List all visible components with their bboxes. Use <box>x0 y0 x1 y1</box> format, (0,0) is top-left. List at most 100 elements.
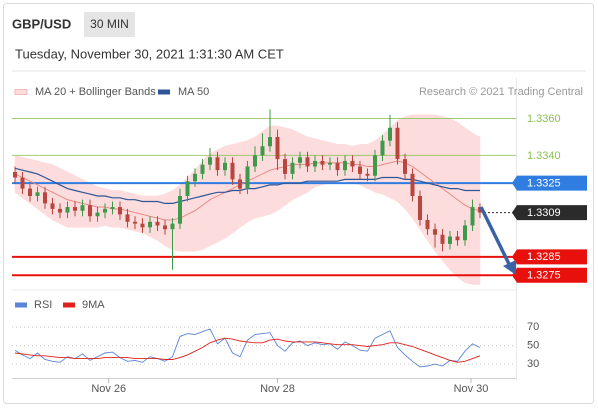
candle-body <box>403 159 407 174</box>
candle-body <box>118 207 122 215</box>
candle-body <box>343 160 347 171</box>
candle-body <box>65 207 70 213</box>
candle-body <box>373 155 377 176</box>
candle-body <box>440 234 445 244</box>
candle-body <box>433 229 437 235</box>
candle-body <box>410 173 415 196</box>
candle-body <box>178 195 182 224</box>
timestamp: Tuesday, November 30, 2021 1:31:30 AM CE… <box>15 46 284 61</box>
candle-body <box>208 157 212 165</box>
candle-body <box>260 146 265 156</box>
candle-body <box>358 166 362 174</box>
candle-body <box>470 207 475 226</box>
candle-body <box>268 136 272 147</box>
rsi-line <box>14 328 481 368</box>
bollinger-band <box>449 118 458 278</box>
candle-body <box>395 127 400 160</box>
candle-body <box>313 160 317 167</box>
candle-body <box>28 188 32 196</box>
legend-swatch <box>15 302 27 308</box>
rsi-tick-label: 50 <box>527 340 539 352</box>
candle-body <box>163 225 167 230</box>
level-label: 1.3340 <box>527 150 561 162</box>
frame <box>3 3 594 404</box>
candle-body <box>253 155 257 167</box>
candle-body <box>148 221 152 228</box>
rsi-tick-label: 30 <box>527 358 539 370</box>
candle-body <box>290 162 295 174</box>
candle-body <box>305 157 310 167</box>
x-tick-label: Nov 28 <box>260 383 295 395</box>
candle-body <box>50 203 55 209</box>
candle-body <box>20 177 25 189</box>
candle-body <box>320 160 325 165</box>
candle-body <box>125 214 130 222</box>
legend-label: MA 50 <box>178 86 209 98</box>
level-label: 1.3275 <box>527 270 561 282</box>
candle-body <box>103 208 107 213</box>
candle-body <box>155 221 160 226</box>
rsi-line <box>14 337 481 363</box>
candle-body <box>95 212 100 217</box>
candle-body <box>13 172 17 178</box>
candle-body <box>448 236 452 244</box>
level-label: 1.3325 <box>527 177 561 189</box>
candle-body <box>35 192 40 196</box>
candle-body <box>73 207 77 211</box>
arrow-head <box>503 260 516 275</box>
candle-body <box>350 160 355 167</box>
arrow-shaft <box>479 206 511 265</box>
candle-body <box>200 164 205 174</box>
legend-label: RSI <box>34 299 52 311</box>
candle-body <box>140 223 145 228</box>
legend-swatch <box>63 302 75 308</box>
legend-label: MA 20 + Bollinger Bands <box>35 86 156 98</box>
candle-body <box>463 225 467 241</box>
credit: Research © 2021 Trading Central <box>419 86 583 98</box>
candle-body <box>365 173 370 176</box>
candle-body <box>185 181 190 196</box>
candle-body <box>80 205 85 211</box>
candle-body <box>245 166 250 189</box>
candle-body <box>425 219 430 230</box>
level-label-box <box>512 205 587 221</box>
rsi-tick-label: 70 <box>527 321 539 333</box>
bollinger-band <box>472 132 481 285</box>
candle-body <box>418 195 422 220</box>
candle-body <box>298 157 302 163</box>
candle-body <box>455 236 460 241</box>
symbol: GBP/USD <box>12 16 71 31</box>
candle-body <box>478 207 482 213</box>
level-label: 1.3309 <box>527 207 561 219</box>
candle-body <box>215 157 220 171</box>
legend-swatch <box>14 89 28 95</box>
candle-body <box>110 207 115 209</box>
level-label: 1.3285 <box>527 251 561 263</box>
level-label-box <box>512 175 587 191</box>
forecast-arrow <box>479 206 516 275</box>
x-tick-label: Nov 30 <box>454 383 489 395</box>
main-layer <box>13 109 482 270</box>
candle-body <box>275 136 280 160</box>
candle-body <box>88 205 92 217</box>
x-tick-label: Nov 26 <box>91 383 126 395</box>
legend-swatch <box>158 89 170 95</box>
candle-body <box>335 162 340 171</box>
candle-body <box>43 192 47 204</box>
candle-body <box>58 208 62 213</box>
candle-body <box>133 221 137 224</box>
timeframe: 30 MIN <box>90 17 129 31</box>
candle-body <box>170 223 175 230</box>
candle-body <box>238 179 242 189</box>
level-label-box <box>512 249 587 265</box>
candle-body <box>193 173 197 182</box>
timeframe-box <box>84 12 135 37</box>
candle-body <box>328 162 332 165</box>
level-label-box <box>512 267 587 283</box>
candle-body <box>388 127 392 141</box>
candle-body <box>283 159 287 174</box>
candle-body <box>230 162 235 180</box>
candle-body <box>380 140 385 156</box>
